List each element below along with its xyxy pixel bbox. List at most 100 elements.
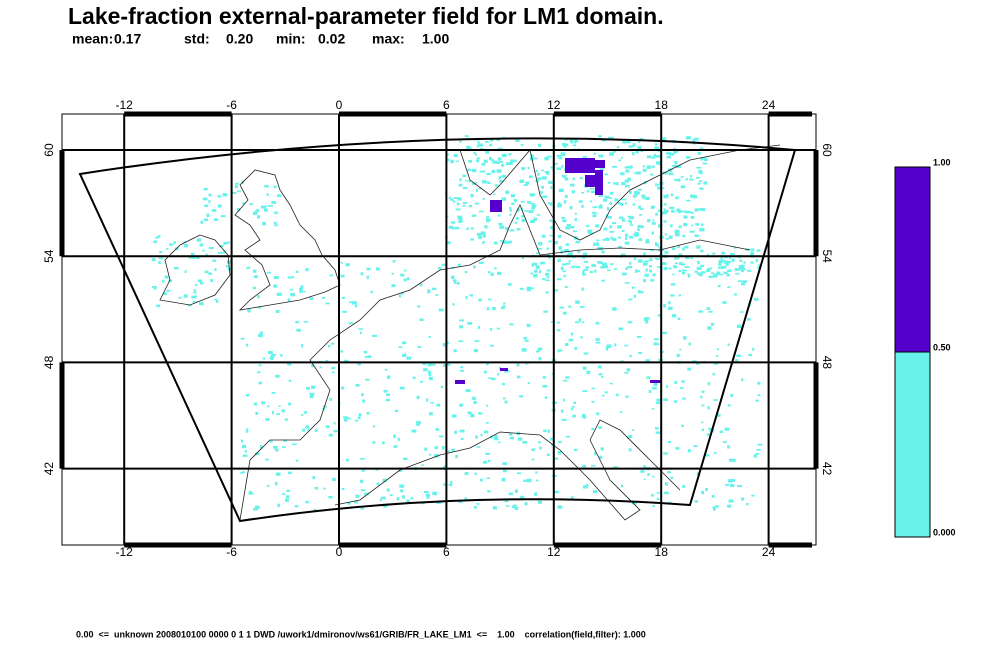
lake [741, 497, 745, 501]
lake [624, 179, 629, 183]
lake [192, 301, 198, 303]
lake [436, 502, 441, 505]
lake [632, 429, 635, 431]
lake [734, 293, 737, 296]
lake [252, 269, 257, 273]
lake [718, 263, 722, 266]
lake [482, 197, 485, 200]
lake [609, 152, 614, 156]
lake [508, 207, 512, 209]
lake [237, 190, 241, 193]
lake [273, 221, 277, 225]
lake [184, 270, 187, 273]
lake [473, 506, 478, 509]
lake [681, 380, 685, 383]
lake [157, 235, 161, 238]
lake [312, 476, 316, 480]
lake [716, 271, 720, 274]
lake [309, 392, 315, 396]
lake [728, 479, 733, 483]
lake [645, 239, 650, 241]
lake [669, 152, 675, 156]
lake [305, 425, 310, 429]
lake [372, 441, 376, 444]
lake [236, 208, 241, 212]
lake [191, 252, 195, 257]
lake [637, 224, 642, 229]
stat-value: 1.00 [422, 31, 449, 47]
lake [521, 218, 526, 223]
lake [675, 196, 678, 199]
lake [592, 490, 598, 494]
lake [612, 238, 617, 241]
lake [266, 484, 270, 487]
lake [202, 249, 205, 252]
lake [262, 357, 266, 360]
lake [741, 378, 744, 381]
lake [475, 181, 478, 184]
lake [712, 274, 718, 278]
lake [485, 404, 489, 407]
lake [281, 409, 285, 413]
lake [358, 413, 362, 417]
lake [683, 223, 687, 226]
lake [650, 279, 655, 282]
lake [500, 307, 505, 310]
lake [617, 202, 621, 205]
lake [370, 290, 373, 294]
lake [200, 220, 204, 224]
lake [319, 366, 322, 369]
lake [427, 289, 430, 291]
lat-label-right: 48 [820, 356, 834, 370]
lake [544, 156, 549, 161]
lake [598, 135, 602, 138]
lake [634, 269, 638, 273]
lake [705, 454, 710, 457]
lake [460, 437, 464, 441]
lake [240, 439, 244, 443]
lake [571, 406, 575, 408]
lake [556, 167, 562, 171]
lake [459, 218, 463, 221]
lake [721, 266, 724, 270]
lake [244, 450, 248, 453]
lake [517, 437, 523, 441]
lake [361, 469, 365, 472]
lake [655, 183, 658, 187]
lake [467, 322, 473, 325]
lake [546, 453, 550, 457]
lake [470, 414, 474, 417]
lake [583, 352, 589, 355]
lake [501, 153, 507, 158]
lake [653, 383, 658, 386]
lake [254, 452, 260, 456]
lake [516, 472, 522, 475]
lake [516, 363, 520, 367]
lake [417, 305, 421, 308]
lake [654, 146, 659, 150]
lake [562, 263, 567, 266]
lake [535, 265, 540, 268]
lake [491, 169, 496, 174]
lake [478, 235, 483, 239]
lake [451, 414, 457, 418]
lake [521, 167, 526, 170]
lake [311, 385, 315, 389]
lake [360, 507, 365, 510]
lake [690, 194, 696, 198]
lake [633, 257, 637, 260]
lake [296, 270, 299, 273]
lake [600, 447, 604, 451]
lake [591, 427, 595, 431]
lake [698, 310, 704, 313]
lake [503, 302, 506, 305]
lake [579, 177, 584, 180]
coast-ireland [159, 234, 231, 306]
lake [275, 472, 281, 476]
lake [524, 502, 528, 506]
lake [643, 478, 646, 481]
lake [627, 166, 631, 169]
lake [482, 241, 485, 245]
lake [197, 279, 202, 283]
lake [715, 505, 719, 508]
